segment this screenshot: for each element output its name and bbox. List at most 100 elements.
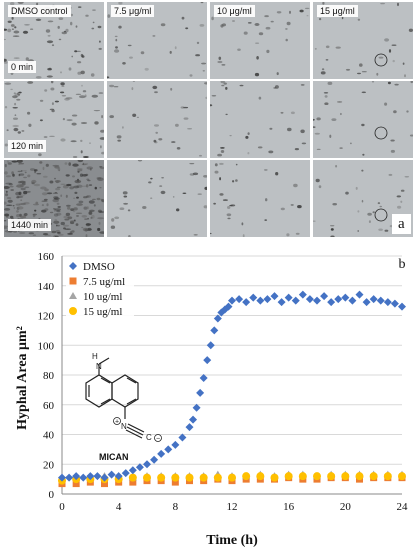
micrograph-tile: [107, 81, 207, 158]
data-point: [65, 473, 74, 482]
data-point: [150, 455, 159, 464]
column-label: DMSO control: [8, 5, 71, 17]
data-point: [256, 472, 265, 481]
data-point: [199, 473, 208, 482]
data-point: [383, 298, 392, 307]
data-point: [185, 423, 194, 432]
row-label: 1440 min: [8, 219, 52, 231]
data-point: [341, 472, 350, 481]
svg-text:H: H: [92, 352, 98, 361]
chart-legend: DMSO 7.5 ug/ml 10 ug/ml 15 ug/ml: [66, 258, 134, 320]
micrograph-tile: [107, 160, 207, 237]
micrograph-tile: 1440 min: [4, 160, 104, 237]
data-point: [355, 472, 364, 481]
micrograph-tile: 15 μg/ml: [313, 2, 413, 79]
x-tick-label: 0: [59, 501, 65, 513]
data-point: [210, 326, 219, 335]
data-point: [220, 305, 229, 314]
data-point: [224, 302, 233, 311]
micrograph-panel: DMSO control 0 min 7.5 μg/ml 10 μg/ml 15 μg/…: [0, 0, 418, 240]
data-point: [203, 356, 212, 365]
y-tick-label: 0: [49, 489, 55, 501]
x-tick-label: 4: [116, 501, 122, 513]
data-point: [100, 473, 109, 482]
data-point: [72, 480, 80, 488]
data-point: [79, 473, 88, 482]
data-point: [157, 473, 166, 482]
data-point: [277, 298, 286, 307]
data-point: [398, 302, 406, 311]
data-point: [362, 298, 371, 307]
x-tick-label: 24: [397, 501, 409, 513]
data-point: [341, 293, 350, 302]
data-point: [235, 295, 244, 304]
data-point: [284, 472, 293, 481]
y-tick-label: 160: [38, 251, 55, 263]
data-point: [242, 472, 251, 481]
data-point: [270, 473, 279, 482]
data-point: [298, 472, 307, 481]
data-point: [256, 296, 265, 305]
structure-atoms: H N N C + −: [92, 352, 162, 443]
data-point: [135, 463, 144, 472]
data-point: [129, 478, 137, 486]
data-point: [369, 295, 378, 304]
data-point: [86, 472, 95, 481]
data-point: [171, 478, 179, 486]
data-point: [334, 295, 343, 304]
y-tick-label: 80: [43, 370, 55, 382]
svg-text:N: N: [121, 422, 127, 431]
molecule-label: MICAN: [99, 452, 129, 462]
data-point: [327, 298, 336, 307]
data-point: [228, 296, 236, 305]
legend-label: 15 ug/ml: [83, 306, 122, 318]
x-axis-label: Time (h): [206, 533, 258, 548]
data-point: [313, 472, 321, 481]
panel-letter-b: b: [399, 257, 406, 272]
legend-marker: [69, 277, 77, 285]
data-point: [206, 341, 215, 350]
column-label: 7.5 μg/ml: [111, 5, 155, 17]
data-point: [242, 298, 251, 307]
row-label: 120 min: [8, 140, 47, 152]
micrograph-tile: [210, 160, 310, 237]
data-point: [327, 472, 336, 481]
mican-structure-icon: [85, 357, 145, 439]
micrograph-tile: [210, 81, 310, 158]
y-axis-label: Hyphal Area μm²: [15, 326, 30, 430]
legend-label: DMSO: [83, 261, 115, 273]
column-label: 15 μg/ml: [317, 5, 358, 17]
svg-text:C: C: [146, 433, 152, 442]
micrograph-tile: [313, 160, 413, 237]
row-label: 0 min: [8, 61, 37, 73]
data-point: [185, 473, 194, 482]
svg-text:N: N: [96, 362, 102, 371]
y-tick-label: 140: [38, 281, 55, 293]
data-point: [383, 472, 392, 481]
data-point: [249, 293, 258, 302]
data-point: [291, 296, 300, 305]
micrograph-tile: 10 μg/ml: [210, 2, 310, 79]
x-tick-label: 12: [227, 501, 238, 513]
data-point: [72, 472, 81, 481]
micrograph-tile: 120 min: [4, 81, 104, 158]
micrograph-tile: 7.5 μg/ml: [107, 2, 207, 79]
svg-text:+: +: [115, 419, 119, 426]
data-point: [270, 292, 279, 301]
x-tick-label: 20: [340, 501, 352, 513]
legend-label: 10 ug/ml: [83, 291, 122, 303]
data-point: [213, 473, 222, 482]
y-tick-label: 20: [43, 459, 55, 471]
data-point: [228, 473, 236, 482]
data-point: [171, 440, 180, 449]
data-point: [128, 466, 137, 475]
legend-background: [66, 258, 134, 320]
data-point: [114, 472, 123, 481]
y-tick-label: 100: [38, 340, 55, 352]
data-point: [128, 473, 137, 482]
data-point: [320, 292, 329, 301]
micrograph-tile: [313, 81, 413, 158]
data-point: [263, 295, 272, 304]
data-point: [143, 460, 151, 469]
data-point: [398, 472, 406, 481]
